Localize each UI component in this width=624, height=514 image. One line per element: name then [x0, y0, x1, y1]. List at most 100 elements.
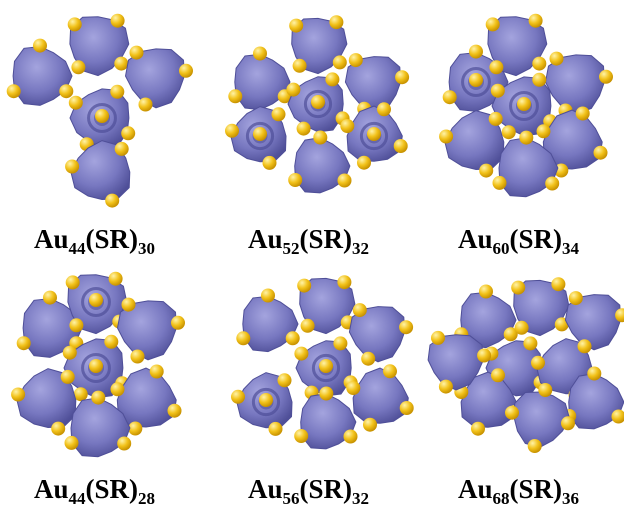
sulfur-atom — [361, 351, 376, 366]
sulfur-atom — [523, 336, 538, 351]
formula-ligand: (SR) — [509, 474, 563, 504]
sulfur-atom — [171, 315, 185, 330]
density-lobe — [513, 391, 570, 448]
sulfur-atom — [91, 390, 106, 405]
sulfur-atom — [289, 18, 304, 33]
sulfur-atom — [532, 72, 547, 87]
sulfur-atom — [519, 130, 534, 145]
formula-ligand-count: 32 — [352, 489, 370, 508]
density-lobe — [352, 367, 409, 424]
formula-au-count: 44 — [68, 239, 86, 258]
sulfur-atom — [319, 386, 334, 401]
sulfur-atom — [399, 401, 414, 415]
sulfur-atom — [6, 84, 21, 99]
formula-element: Au — [248, 474, 283, 504]
sulfur-atom — [431, 330, 445, 345]
formula-au-count: 60 — [492, 239, 510, 258]
sulfur-atom — [577, 339, 592, 354]
density-lobe — [70, 397, 131, 458]
formula-ligand: (SR) — [299, 224, 353, 254]
sulfur-atom — [89, 359, 103, 373]
sulfur-atom — [561, 416, 575, 431]
panel-au68-sr36: Au68(SR)36 — [416, 270, 624, 514]
sulfur-atom — [65, 159, 80, 174]
formula-element: Au — [34, 474, 69, 504]
density-lobe — [294, 137, 351, 194]
sulfur-atom — [485, 17, 500, 32]
sulfur-atom — [231, 389, 245, 404]
sulfur-atom — [357, 155, 371, 170]
sulfur-atom — [505, 405, 519, 420]
orbital-render-au44-sr30 — [6, 13, 193, 208]
density-lobe — [427, 334, 484, 391]
panel-au44-sr28: Au44(SR)28 — [0, 270, 208, 514]
formula-element: Au — [458, 224, 493, 254]
sulfur-atom — [346, 381, 361, 395]
formula-ligand-count: 36 — [562, 489, 580, 508]
sulfur-atom — [517, 97, 531, 111]
sulfur-atom — [286, 82, 301, 97]
sulfur-atom — [340, 119, 355, 133]
sulfur-atom — [363, 417, 377, 432]
formula-ligand-count: 30 — [138, 239, 156, 258]
panel-au44-sr30: Au44(SR)30 — [0, 0, 208, 260]
formula-ligand: (SR) — [85, 224, 139, 254]
sulfur-atom — [73, 387, 88, 402]
sulfur-atom — [167, 403, 182, 418]
sulfur-atom — [438, 379, 453, 394]
sulfur-atom — [352, 303, 367, 318]
sulfur-atom — [297, 278, 312, 293]
sulfur-atom — [114, 56, 129, 71]
orbital-render-au56-sr32 — [231, 275, 414, 450]
formula-ligand-count: 32 — [352, 239, 370, 258]
orbital-render-au52-sr32 — [225, 15, 410, 194]
sulfur-atom — [545, 176, 560, 191]
sulfur-atom — [62, 345, 77, 360]
sulfur-atom — [89, 293, 103, 307]
sulfur-atom — [439, 129, 454, 144]
sulfur-atom — [16, 336, 31, 351]
sulfur-atom — [492, 175, 507, 190]
sulfur-atom — [121, 297, 136, 312]
sulfur-atom — [491, 368, 505, 383]
sulfur-atom — [593, 145, 608, 160]
sulfur-atom — [395, 70, 410, 85]
sulfur-atom — [377, 102, 391, 117]
sulfur-atom — [277, 373, 292, 388]
sulfur-atom — [337, 275, 352, 290]
density-lobe — [568, 373, 624, 430]
sulfur-atom — [105, 193, 120, 208]
sulfur-atom — [383, 364, 397, 379]
sulfur-atom — [59, 84, 74, 99]
sulfur-atom — [313, 130, 328, 145]
sulfur-atom — [129, 45, 144, 60]
sulfur-atom — [337, 173, 352, 188]
sulfur-atom — [399, 320, 414, 335]
sulfur-atom — [319, 359, 333, 373]
sulfur-atom — [393, 139, 408, 153]
formula-au-count: 52 — [282, 239, 300, 258]
sulfur-atom — [528, 13, 543, 28]
sulfur-atom — [262, 155, 277, 170]
sulfur-atom — [68, 95, 83, 110]
sulfur-atom — [104, 334, 119, 349]
sulfur-atom — [228, 89, 243, 104]
sulfur-atom — [514, 320, 529, 335]
formula-label: Au44(SR)30 — [34, 224, 155, 258]
sulfur-atom — [253, 46, 267, 61]
sulfur-atom — [33, 38, 47, 53]
sulfur-atom — [110, 382, 125, 397]
formula-label: Au56(SR)32 — [248, 474, 369, 508]
sulfur-atom — [110, 84, 125, 99]
formula-label: Au44(SR)28 — [34, 474, 155, 508]
sulfur-atom — [343, 429, 358, 444]
sulfur-atom — [479, 163, 494, 178]
sulfur-atom — [503, 327, 518, 342]
sulfur-atom — [108, 271, 123, 286]
sulfur-atom — [268, 421, 283, 436]
sulfur-atom — [536, 124, 551, 139]
sulfur-atom — [587, 366, 602, 381]
sulfur-atom — [531, 355, 545, 370]
sulfur-atom — [95, 109, 109, 123]
